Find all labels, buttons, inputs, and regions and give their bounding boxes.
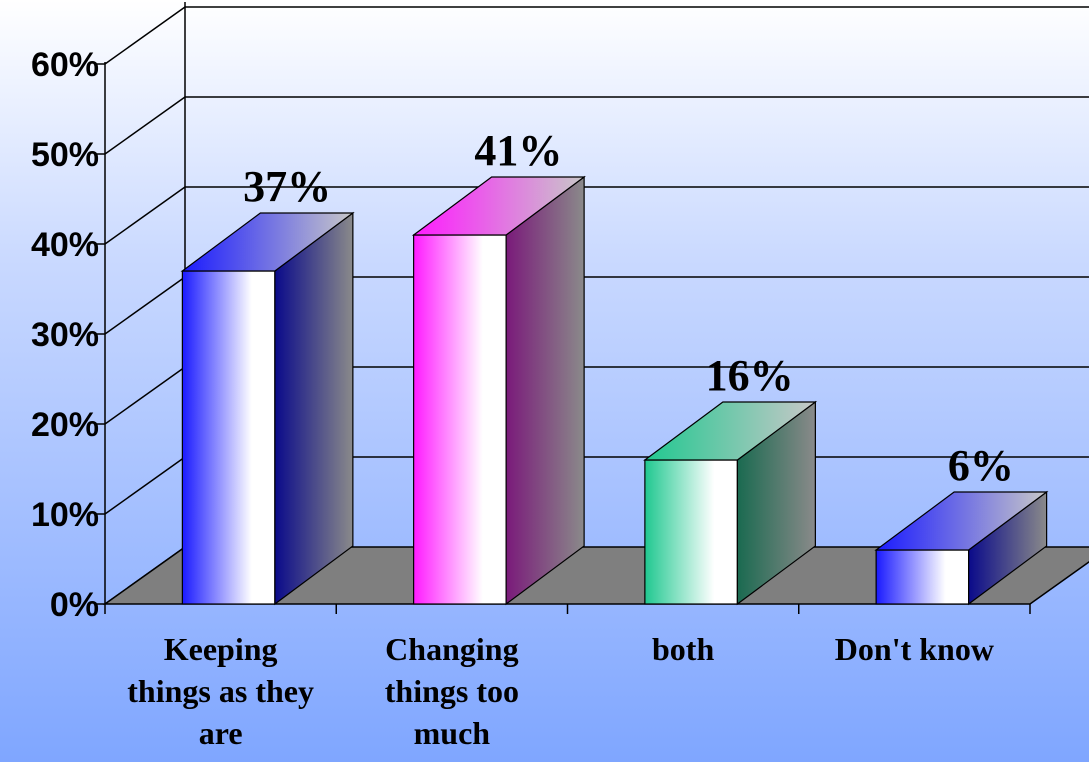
bar [411, 175, 586, 606]
gridline-diagonal [104, 6, 186, 65]
y-tick-label: 10% [31, 496, 99, 534]
x-category-label: both [652, 631, 714, 667]
y-tick-label: 30% [31, 316, 99, 354]
x-axis-labels: Keeping things as they are Changing things t… [127, 631, 994, 751]
y-tick-label: 60% [31, 46, 99, 84]
y-tick-label: 40% [31, 226, 99, 264]
data-labels: 37% 41% 16% 6% [243, 126, 1014, 490]
x-category-label: Don't know [835, 631, 994, 667]
gridline-diagonal [104, 186, 186, 245]
bar-front [181, 270, 276, 605]
chart-bars [180, 175, 1049, 606]
bar-front [413, 234, 507, 605]
y-tick-label: 20% [31, 406, 99, 444]
bar-top [180, 212, 355, 272]
bar [874, 490, 1049, 606]
x-category-label: much [414, 715, 491, 751]
bar-side [505, 175, 585, 606]
gridline-diagonal [104, 456, 186, 515]
gridline-diagonal [104, 96, 186, 155]
x-category-label: are [199, 715, 243, 751]
data-label: 41% [474, 126, 562, 175]
bar-top [874, 491, 1049, 551]
bar [180, 211, 355, 606]
data-label: 37% [243, 162, 331, 211]
y-axis-ticks: 0% 10% 20% 30% 40% 50% 60% [31, 46, 99, 624]
y-tick-label: 50% [31, 136, 99, 174]
bar-top [411, 176, 586, 236]
bar-front [644, 459, 738, 605]
x-category-label: Changing [385, 631, 518, 667]
bar [643, 400, 818, 606]
data-label: 6% [948, 441, 1014, 490]
bar-side [274, 211, 354, 606]
x-category-label: things as they [127, 673, 314, 709]
x-category-label: Keeping [164, 631, 278, 667]
data-label: 16% [706, 351, 794, 400]
bar-front [875, 549, 970, 605]
gridline-diagonal [104, 366, 186, 425]
bar-top [643, 401, 818, 461]
gridline-diagonal [104, 276, 186, 335]
y-tick-label: 0% [50, 586, 99, 624]
x-category-label: things too [385, 673, 519, 709]
